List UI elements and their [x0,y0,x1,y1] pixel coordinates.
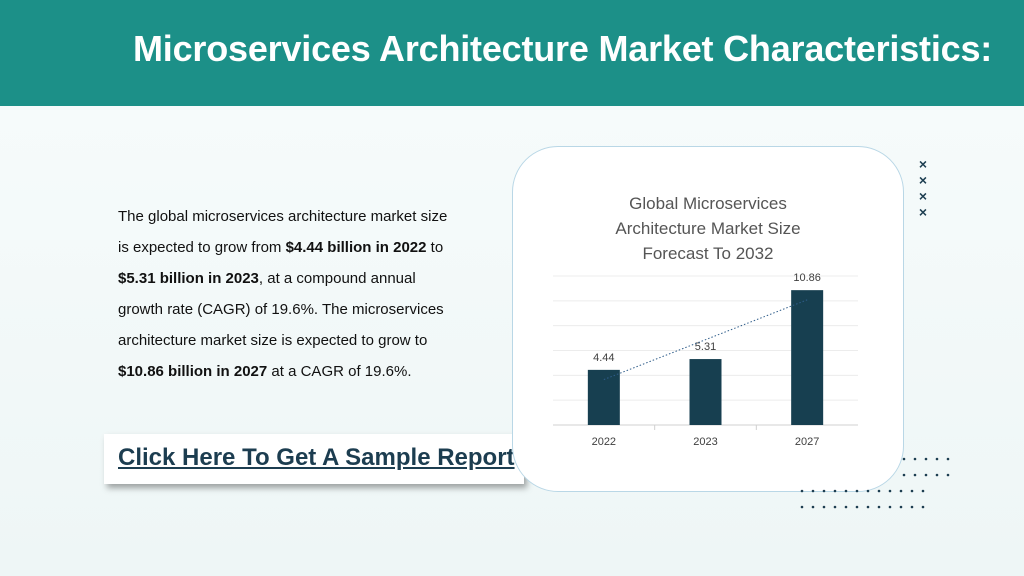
decorative-x-marks: × × × × [916,156,930,220]
title-banner: Microservices Architecture Market Charac… [0,0,1024,106]
highlight-figure: $4.44 billion in 2022 [285,239,427,256]
description-text: The global microservices architecture ma… [118,208,448,256]
bar-2022 [587,369,620,425]
x-mark-icon: × [918,204,928,220]
bar-2027 [791,290,824,425]
trendline [603,299,808,381]
chart-title: Global Microservices Architecture Market … [513,191,903,266]
x-mark-icon: × [918,156,928,172]
data-label: 5.31 [695,341,716,353]
description-text: at a CAGR of 19.6%. [267,363,412,380]
x-tick-label: 2022 [592,436,616,448]
x-tick-label: 2027 [795,436,819,448]
x-mark-icon: × [918,188,928,204]
sample-report-box: Click Here To Get A Sample Report [104,434,524,484]
chart-title-line: Global Microservices [629,194,787,213]
chart-title-line: Architecture Market Size [615,219,801,238]
bar-2023 [689,359,722,425]
description-text: , at a compound annual growth rate (CAGR… [118,270,444,349]
sample-report-link[interactable]: Click Here To Get A Sample Report [118,444,515,471]
data-label: 10.86 [793,272,821,284]
market-description: The global microservices architecture ma… [118,201,458,387]
chart-card: Global Microservices Architecture Market … [512,146,904,492]
description-text: to [426,239,444,256]
x-mark-icon: × [918,172,928,188]
highlight-figure: $10.86 billion in 2027 [118,363,268,380]
highlight-figure: $5.31 billion in 2023 [118,270,259,287]
data-label: 4.44 [593,352,614,364]
x-tick-label: 2023 [693,436,717,448]
chart-title-line: Forecast To 2032 [642,244,774,263]
page-title: Microservices Architecture Market Charac… [133,28,993,69]
